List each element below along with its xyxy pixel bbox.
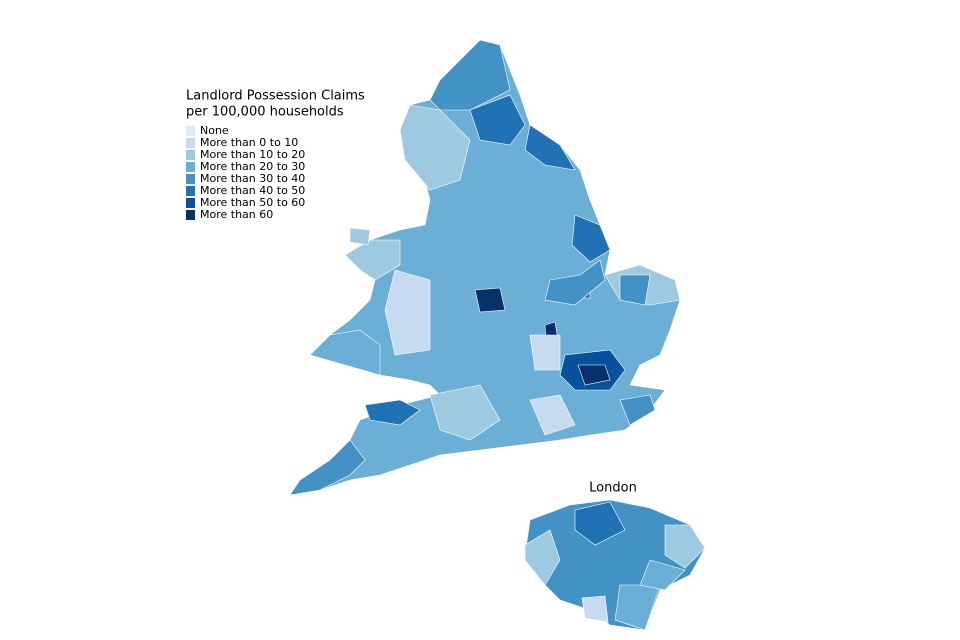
legend-swatch — [186, 138, 195, 148]
legend-swatch — [186, 210, 195, 220]
england-wales-map — [289, 39, 681, 496]
legend-title: Landlord Possession Claims — [186, 89, 365, 104]
legend-label: More than 30 to 40 — [200, 172, 305, 185]
legend-swatch — [186, 162, 195, 172]
legend-swatch — [186, 186, 195, 196]
legend-label: More than 50 to 60 — [200, 196, 305, 209]
legend-title: per 100,000 households — [186, 105, 344, 120]
legend-label: More than 20 to 30 — [200, 160, 305, 173]
inset-title: London — [589, 481, 637, 496]
legend-label: More than 10 to 20 — [200, 148, 305, 161]
legend-label: None — [200, 124, 229, 137]
legend-swatch — [186, 126, 195, 136]
legend-swatch — [186, 174, 195, 184]
legend-label: More than 0 to 10 — [200, 136, 298, 149]
legend-label: More than 40 to 50 — [200, 184, 305, 197]
london-map — [524, 499, 706, 631]
legend-label: More than 60 — [200, 208, 273, 221]
legend-swatch — [186, 198, 195, 208]
legend-swatch — [186, 150, 195, 160]
